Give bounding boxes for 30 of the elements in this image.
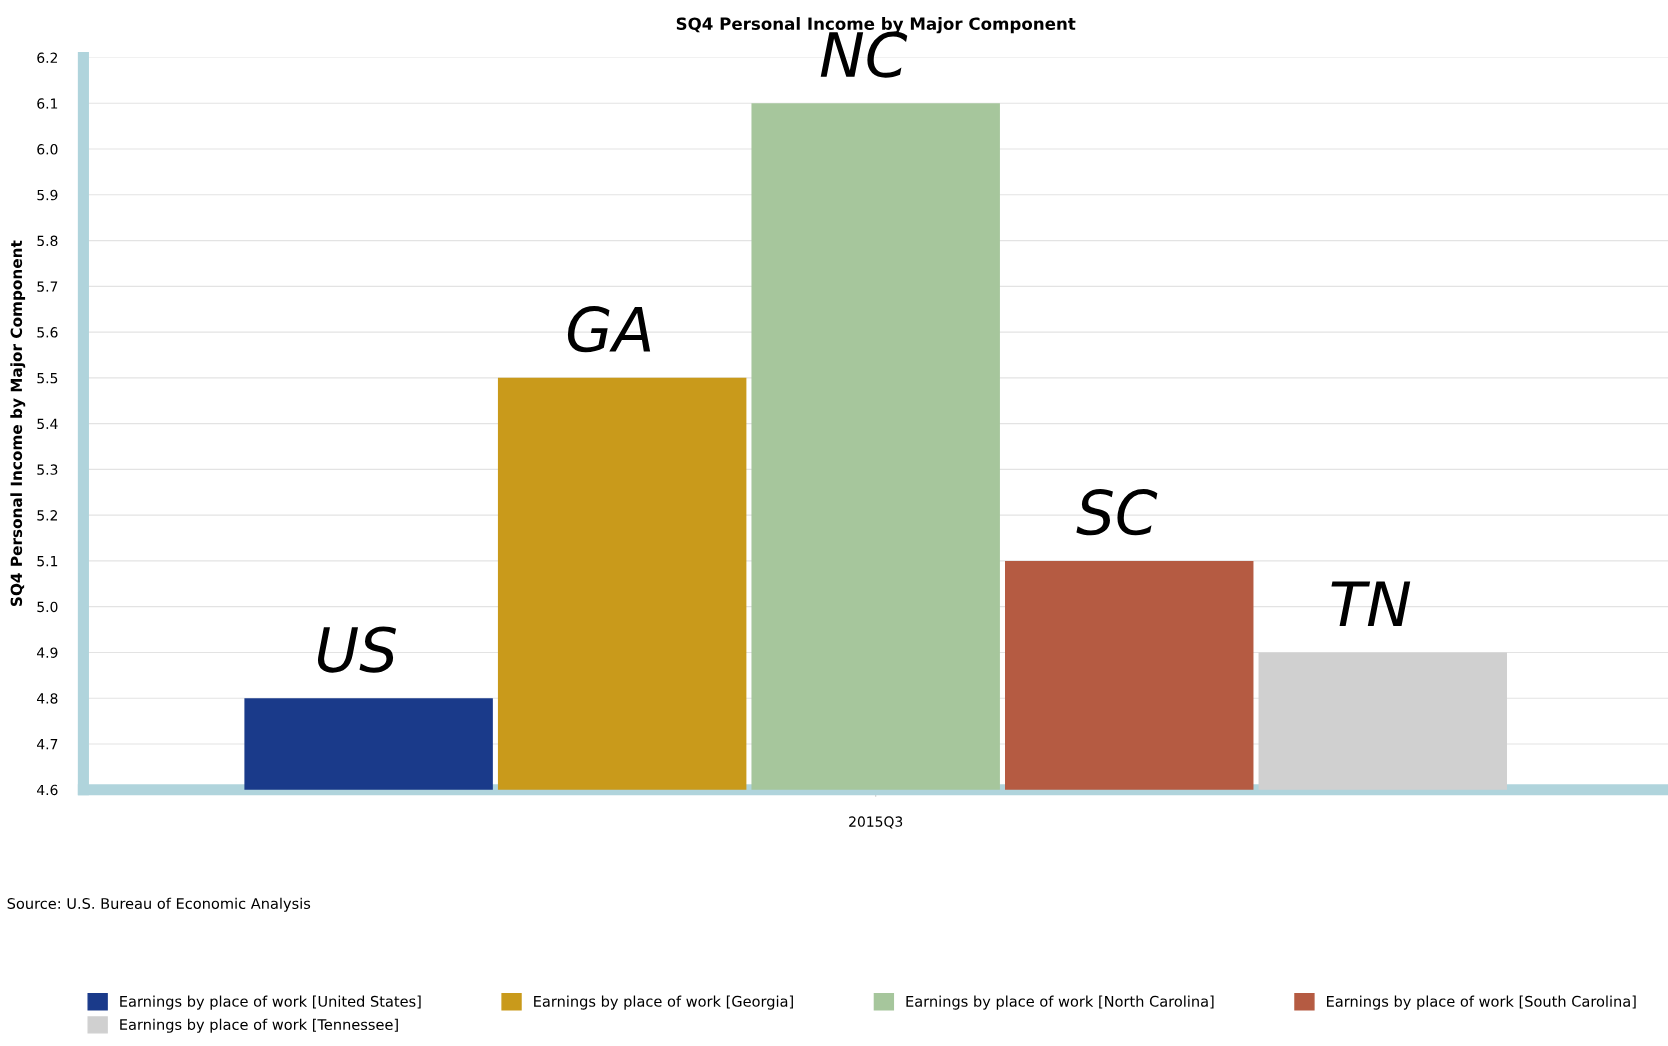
y-tick-label: 4.9 (36, 647, 58, 658)
y-tick-label: 5.2 (37, 510, 58, 521)
annotation: US (318, 626, 397, 673)
y-tick-label: 5.0 (37, 601, 58, 613)
y-tick-label: 5.8 (37, 235, 58, 247)
y-tick-label: 5.4 (37, 418, 58, 430)
annotation: GA (567, 306, 651, 353)
y-tick-label: 4.8 (36, 693, 58, 704)
y-tick-label: 5.9 (37, 189, 58, 201)
y-tick-label: 5.1 (37, 556, 58, 567)
legend-label: Earnings by place of work [Tennessee] (120, 1018, 398, 1033)
y-tick-label: 6.0 (37, 144, 58, 155)
annotation: NC (820, 31, 908, 78)
source-note: Source: U.S. Bureau of Economic Analysis (7, 897, 311, 912)
x-tick-label: 2015Q3 (849, 816, 903, 829)
y-tick-label: 6.2 (37, 52, 58, 63)
legend-label: Earnings by place of work [United States] (120, 995, 421, 1010)
y-tick-label: 5.6 (37, 327, 58, 338)
y-axis-title: SQ4 Personal Income by Major Component (10, 240, 26, 606)
legend-label: Earnings by place of work [North Carolina] (906, 995, 1214, 1010)
y-tick-label: 5.7 (37, 281, 58, 292)
legend-label: Earnings by place of work [Georgia] (534, 995, 793, 1010)
legend-label: Earnings by place of work [South Carolina] (1327, 995, 1636, 1010)
y-tick-label: 4.6 (36, 784, 58, 796)
y-tick-label: 5.5 (37, 373, 58, 384)
annotation: SC (1076, 489, 1158, 536)
annotation: TN (1331, 581, 1411, 626)
y-tick-label: 6.1 (37, 98, 58, 109)
y-tick-label: 5.3 (37, 464, 58, 475)
y-tick-label: 4.7 (36, 739, 58, 750)
